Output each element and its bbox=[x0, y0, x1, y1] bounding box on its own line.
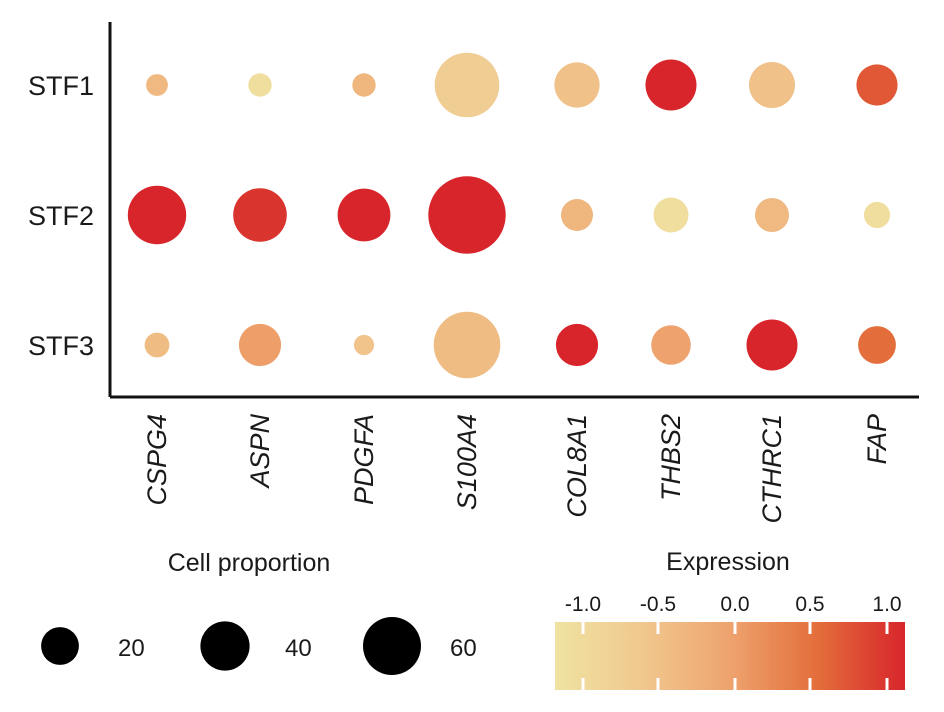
plot-area: STF1 STF2 STF3 CSPG4 ASPN PDGFA S100A4 COL8A1 T… bbox=[28, 22, 919, 524]
col-label-cthrc1: CTHRC1 bbox=[757, 414, 787, 524]
col-label-aspn: ASPN bbox=[245, 414, 275, 490]
col-label-col8a1: COL8A1 bbox=[562, 414, 592, 518]
dot-stf2-aspn bbox=[233, 188, 287, 242]
size-legend-dot-40 bbox=[200, 621, 250, 671]
row-label-stf3: STF3 bbox=[28, 331, 94, 361]
dot-stf1-fap bbox=[856, 64, 898, 106]
size-legend-label-60: 60 bbox=[450, 635, 477, 662]
dot-stf2-col8a1 bbox=[561, 199, 593, 231]
colorbar bbox=[555, 622, 905, 690]
size-legend-label-20: 20 bbox=[118, 635, 145, 662]
col-label-pdgfa: PDGFA bbox=[349, 414, 379, 505]
dot-stf3-aspn bbox=[238, 323, 282, 367]
dot-stf1-s100a4 bbox=[434, 52, 500, 118]
dot-stf1-thbs2 bbox=[645, 59, 697, 111]
col-label-thbs2: THBS2 bbox=[656, 414, 686, 501]
dot-stf3-fap bbox=[858, 326, 896, 364]
dot-stf2-fap bbox=[863, 201, 891, 229]
size-legend-title: Cell proportion bbox=[168, 549, 331, 577]
dot-stf2-pdgfa bbox=[337, 188, 391, 242]
colorbar-tick-label-2: 0.0 bbox=[720, 593, 749, 616]
color-legend-title: Expression bbox=[666, 548, 790, 576]
row-label-stf2: STF2 bbox=[28, 201, 94, 231]
size-legend: Cell proportion 20 40 60 bbox=[41, 549, 477, 675]
dot-stf1-col8a1 bbox=[554, 62, 600, 108]
dot-stf2-thbs2 bbox=[653, 197, 689, 233]
dot-stf3-col8a1 bbox=[555, 323, 599, 367]
dot-stf1-cthrc1 bbox=[749, 62, 795, 108]
dot-stf3-cthrc1 bbox=[746, 319, 798, 371]
dot-stf1-aspn bbox=[248, 73, 272, 97]
colorbar-tick-label-4: 1.0 bbox=[872, 593, 901, 616]
colorbar-tick-label-3: 0.5 bbox=[795, 593, 824, 616]
col-label-cspg4: CSPG4 bbox=[142, 414, 172, 506]
colorbar-tick-label-0: -1.0 bbox=[565, 593, 601, 616]
size-legend-dot-60 bbox=[363, 617, 421, 675]
dot-stf3-s100a4 bbox=[433, 311, 501, 379]
dot-stf3-thbs2 bbox=[651, 325, 691, 365]
dot-stf1-pdgfa bbox=[352, 73, 376, 97]
dot-stf2-cthrc1 bbox=[755, 198, 789, 232]
size-legend-label-40: 40 bbox=[285, 635, 312, 662]
dot-stf2-s100a4 bbox=[428, 176, 506, 254]
color-legend: Expression -1.0 -0.5 0.0 0.5 1.0 bbox=[555, 548, 905, 690]
colorbar-tick-label-1: -0.5 bbox=[640, 593, 676, 616]
dot-stf1-cspg4 bbox=[146, 74, 168, 96]
col-label-fap: FAP bbox=[862, 414, 892, 465]
size-legend-dot-20 bbox=[41, 627, 79, 665]
dot-stf3-cspg4 bbox=[144, 332, 170, 358]
dot-stf3-pdgfa bbox=[353, 334, 375, 356]
row-label-stf1: STF1 bbox=[28, 71, 94, 101]
dot-stf2-cspg4 bbox=[127, 185, 187, 245]
col-label-s100a4: S100A4 bbox=[452, 414, 482, 510]
